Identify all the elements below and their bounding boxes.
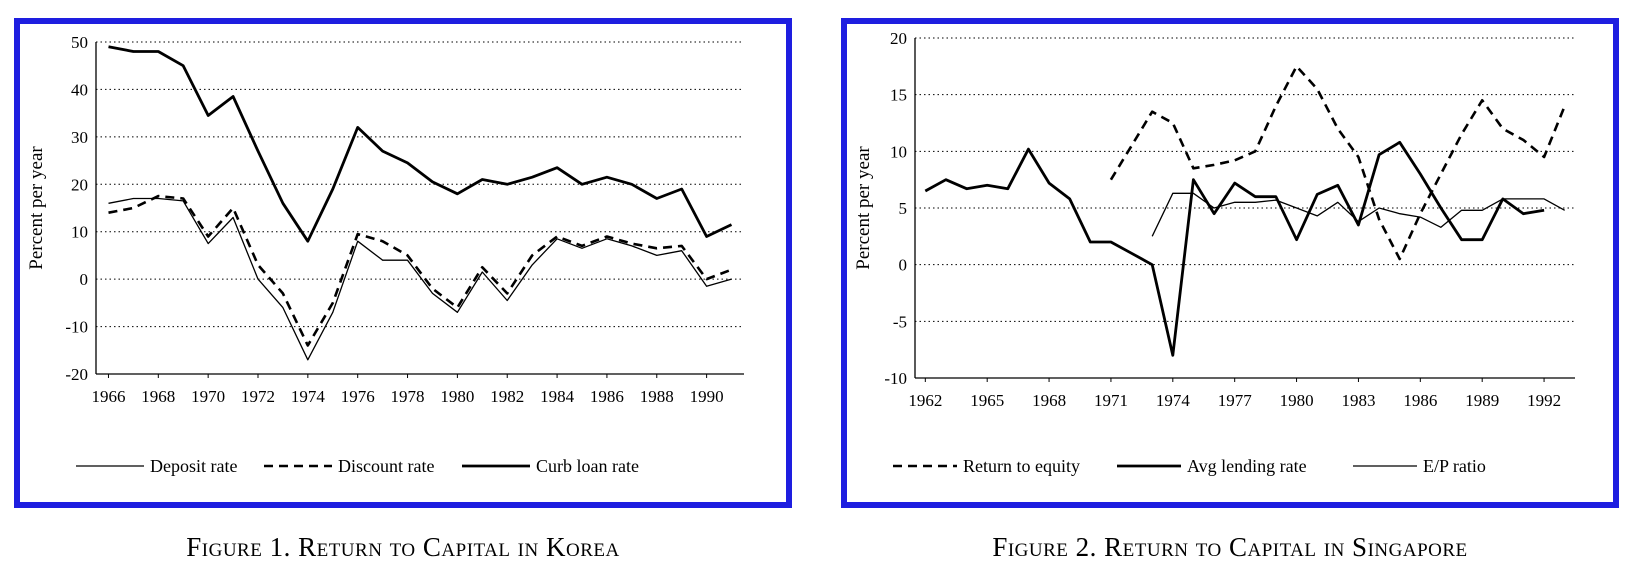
- y-axis-label: Percent per year: [853, 146, 874, 270]
- series-line-e-p-ratio: [1151, 192, 1566, 237]
- y-tick-label: 15: [890, 86, 907, 105]
- x-tick-label: 1982: [490, 387, 524, 406]
- x-tick-label: 1965: [970, 391, 1004, 410]
- x-tick-label: 1980: [440, 387, 474, 406]
- x-tick-label: 1976: [341, 387, 375, 406]
- y-tick-label: 10: [890, 142, 907, 161]
- x-tick-label: 1989: [1465, 391, 1499, 410]
- x-tick-label: 1984: [540, 387, 575, 406]
- x-tick-label: 1986: [1403, 391, 1437, 410]
- x-tick-label: 1992: [1527, 391, 1561, 410]
- x-tick-label: 1990: [690, 387, 724, 406]
- y-tick-label: -20: [65, 365, 88, 384]
- y-tick-label: 40: [71, 80, 88, 99]
- y-axis-label: Percent per year: [26, 146, 47, 270]
- y-tick-label: 5: [899, 199, 908, 218]
- x-tick-label: 1983: [1341, 391, 1375, 410]
- x-tick-label: 1980: [1280, 391, 1314, 410]
- x-tick-label: 1966: [91, 387, 125, 406]
- y-tick-label: 20: [71, 175, 88, 194]
- x-tick-label: 1978: [391, 387, 425, 406]
- x-tick-label: 1972: [241, 387, 275, 406]
- x-tick-label: 1974: [1156, 391, 1191, 410]
- x-tick-label: 1970: [191, 387, 225, 406]
- legend-label: Discount rate: [338, 456, 434, 476]
- x-tick-label: 1977: [1218, 391, 1253, 410]
- x-tick-label: 1974: [291, 387, 326, 406]
- singapore-chart-panel: -10 -5 0 5 10 15 20 1962 1965 1968 1971 1974 1977 198…: [841, 18, 1619, 508]
- series-line-curb-loan-rate: [108, 45, 733, 243]
- legend-label: E/P ratio: [1423, 456, 1486, 476]
- figure-1-caption: Figure 1. Return to Capital in Korea: [186, 532, 620, 562]
- y-tick-label: -10: [884, 369, 907, 388]
- legend-label: Avg lending rate: [1187, 456, 1307, 476]
- y-tick-label: 0: [80, 270, 89, 289]
- series-line-deposit-rate: [108, 197, 732, 361]
- korea-line-chart: -20 -10 0 10 20 30 40 50 1966 1968 1970 1972 1974 197…: [26, 33, 744, 476]
- korea-chart-panel: -20 -10 0 10 20 30 40 50 1966 1968 1970 1972 1974 197…: [14, 18, 792, 508]
- x-tick-label: 1971: [1094, 391, 1128, 410]
- legend-label: Return to equity: [963, 456, 1080, 476]
- x-tick-label: 1968: [141, 387, 175, 406]
- y-tick-label: 50: [71, 33, 88, 52]
- singapore-line-chart: -10 -5 0 5 10 15 20 1962 1965 1968 1971 1974 1977 198…: [853, 29, 1575, 476]
- series-line-avg-lending-rate: [924, 140, 1545, 357]
- legend-label: Curb loan rate: [536, 456, 639, 476]
- y-tick-label: 30: [71, 128, 88, 147]
- legend-label: Deposit rate: [150, 456, 237, 476]
- x-tick-label: 1968: [1032, 391, 1066, 410]
- y-tick-label: 0: [899, 256, 908, 275]
- x-tick-label: 1988: [640, 387, 674, 406]
- x-tick-label: 1962: [908, 391, 942, 410]
- y-tick-label: 10: [71, 223, 88, 242]
- series-line-discount-rate: [108, 194, 732, 347]
- y-tick-label: -10: [65, 318, 88, 337]
- series-line-return-to-equity: [1109, 64, 1566, 261]
- x-tick-label: 1986: [590, 387, 624, 406]
- y-tick-label: -5: [893, 312, 907, 331]
- y-tick-label: 20: [890, 29, 907, 48]
- figure-2-caption: Figure 2. Return to Capital in Singapore: [992, 532, 1468, 562]
